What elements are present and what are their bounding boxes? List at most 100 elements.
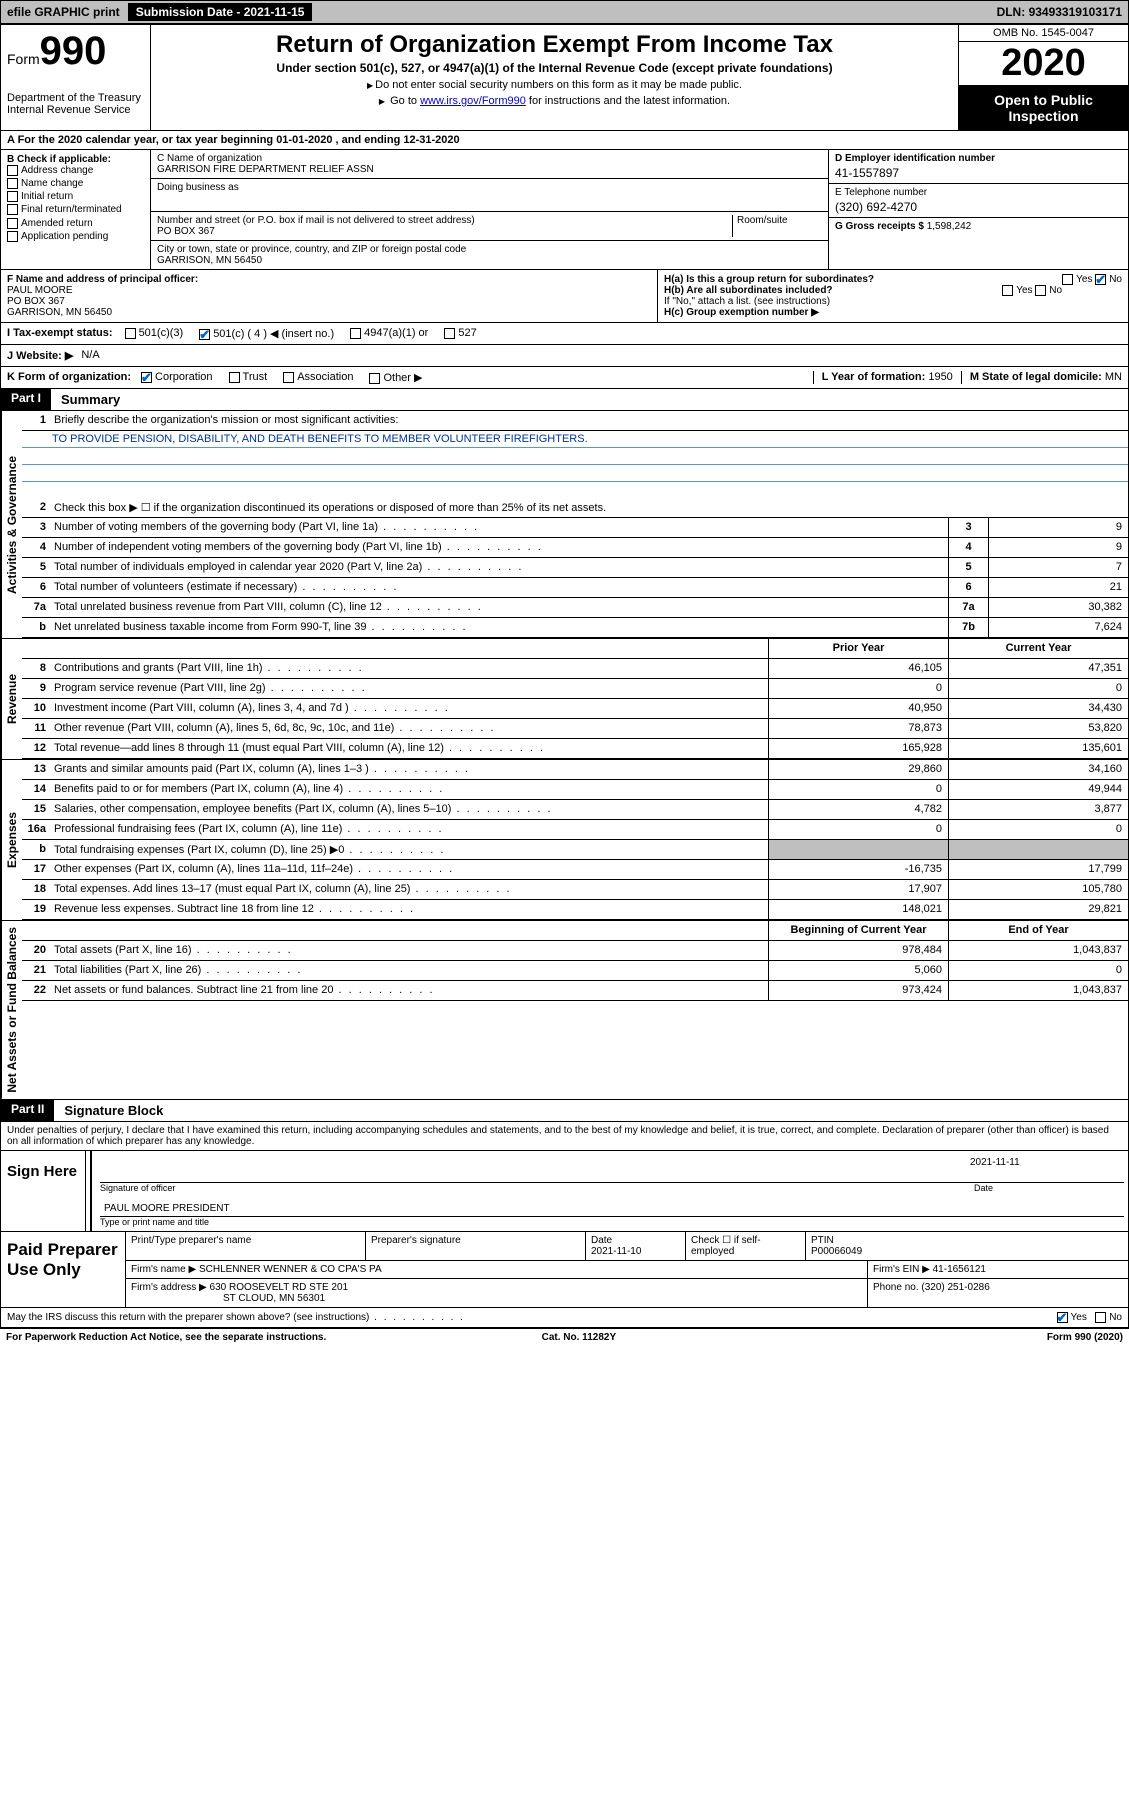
sign-here-label: Sign Here <box>1 1151 86 1231</box>
submission-date: Submission Date - 2021-11-15 <box>128 3 313 21</box>
form-id: Form 990 (2020) <box>1047 1332 1123 1343</box>
cat-no: Cat. No. 11282Y <box>542 1332 616 1343</box>
summary-governance: Activities & Governance 1Briefly describ… <box>1 411 1128 638</box>
street-label: Number and street (or P.O. box if mail i… <box>157 215 475 226</box>
summary-line: 6Total number of volunteers (estimate if… <box>22 578 1128 598</box>
summary-line: bNet unrelated business taxable income f… <box>22 618 1128 638</box>
form-number: 990 <box>40 29 107 73</box>
row-j-website: J Website: ▶N/A <box>1 345 1128 367</box>
firm-ein: 41-1656121 <box>933 1264 986 1275</box>
summary-line: 21Total liabilities (Part X, line 26)5,0… <box>22 961 1128 981</box>
summary-line: 3Number of voting members of the governi… <box>22 518 1128 538</box>
preparer-name-hdr: Print/Type preparer's name <box>126 1232 366 1260</box>
summary-line: 10Investment income (Part VIII, column (… <box>22 699 1128 719</box>
preparer-date: 2021-11-10 <box>591 1246 641 1257</box>
vtab-governance: Activities & Governance <box>1 411 22 638</box>
summary-line: 12Total revenue—add lines 8 through 11 (… <box>22 739 1128 759</box>
city: GARRISON, MN 56450 <box>157 255 262 266</box>
street: PO BOX 367 <box>157 226 215 237</box>
org-name-label: C Name of organization <box>157 153 262 164</box>
vtab-net-assets: Net Assets or Fund Balances <box>1 921 22 1099</box>
city-label: City or town, state or province, country… <box>157 244 466 255</box>
header-title: Return of Organization Exempt From Incom… <box>151 25 958 130</box>
gross-label: G Gross receipts $ <box>835 221 927 232</box>
officer-name: PAUL MOORE PRESIDENT <box>104 1203 230 1214</box>
gross-receipts: 1,598,242 <box>927 221 972 232</box>
mission-text: TO PROVIDE PENSION, DISABILITY, AND DEAT… <box>22 431 1128 448</box>
summary-line: 4Number of independent voting members of… <box>22 538 1128 558</box>
summary-line: 19Revenue less expenses. Subtract line 1… <box>22 900 1128 920</box>
summary-line: 15Salaries, other compensation, employee… <box>22 800 1128 820</box>
row-k-form-org: K Form of organization: Corporation Trus… <box>1 367 1128 389</box>
open-to-public: Open to Public Inspection <box>959 86 1128 130</box>
summary-line: 13Grants and similar amounts paid (Part … <box>22 760 1128 780</box>
col-b-checkboxes: B Check if applicable: Address change Na… <box>1 150 151 269</box>
omb-number: OMB No. 1545-0047 <box>959 25 1128 42</box>
part-i-header: Part I Summary <box>1 389 1128 411</box>
summary-line: 9Program service revenue (Part VIII, lin… <box>22 679 1128 699</box>
form-subtitle: Under section 501(c), 527, or 4947(a)(1)… <box>157 61 952 75</box>
summary-line: 20Total assets (Part X, line 16)978,4841… <box>22 941 1128 961</box>
perjury-text: Under penalties of perjury, I declare th… <box>1 1122 1128 1151</box>
telephone: (320) 692-4270 <box>835 200 1122 214</box>
url-note: Go to www.irs.gov/Form990 for instructio… <box>157 95 952 107</box>
pen-icon <box>86 1151 92 1231</box>
summary-line: 16aProfessional fundraising fees (Part I… <box>22 820 1128 840</box>
row-i-tax-status: I Tax-exempt status: 501(c)(3) 501(c) ( … <box>1 323 1128 345</box>
col-c-name-addr: C Name of organization GARRISON FIRE DEP… <box>151 150 828 269</box>
header-right: OMB No. 1545-0047 2020 Open to Public In… <box>958 25 1128 130</box>
ssn-note: Do not enter social security numbers on … <box>157 79 952 91</box>
dba-label: Doing business as <box>157 182 239 193</box>
firm-addr: 630 ROOSEVELT RD STE 201 <box>210 1282 349 1293</box>
summary-line: 14Benefits paid to or for members (Part … <box>22 780 1128 800</box>
form-label: Form <box>7 51 40 67</box>
paid-preparer-block: Paid Preparer Use Only Print/Type prepar… <box>1 1232 1128 1308</box>
top-bar: efile GRAPHIC print Submission Date - 20… <box>0 0 1129 24</box>
dept-treasury: Department of the Treasury Internal Reve… <box>7 92 144 116</box>
tax-year: 2020 <box>959 42 1128 86</box>
ein-label: D Employer identification number <box>835 153 995 164</box>
part-ii-header: Part II Signature Block <box>1 1100 1128 1122</box>
row-f-h: F Name and address of principal officer:… <box>1 270 1128 323</box>
vtab-revenue: Revenue <box>1 639 22 759</box>
paid-preparer-label: Paid Preparer Use Only <box>1 1232 126 1307</box>
summary-line: 5Total number of individuals employed in… <box>22 558 1128 578</box>
vtab-expenses: Expenses <box>1 760 22 920</box>
form990-link[interactable]: www.irs.gov/Form990 <box>420 95 526 107</box>
form-title: Return of Organization Exempt From Incom… <box>157 31 952 59</box>
header-left: Form990 Department of the Treasury Inter… <box>1 25 151 130</box>
row-a-tax-year: A For the 2020 calendar year, or tax yea… <box>1 131 1128 150</box>
form-990: Form990 Department of the Treasury Inter… <box>0 24 1129 1329</box>
ein: 41-1557897 <box>835 166 1122 180</box>
dln: DLN: 93493319103171 <box>997 5 1122 19</box>
self-employed-check: Check ☐ if self-employed <box>686 1232 806 1260</box>
summary-line: 22Net assets or fund balances. Subtract … <box>22 981 1128 1001</box>
tel-label: E Telephone number <box>835 187 927 198</box>
room-suite: Room/suite <box>732 215 822 237</box>
ptin: P00066049 <box>811 1246 862 1257</box>
summary-line: 11Other revenue (Part VIII, column (A), … <box>22 719 1128 739</box>
summary-line: 18Total expenses. Add lines 13–17 (must … <box>22 880 1128 900</box>
entity-block: B Check if applicable: Address change Na… <box>1 150 1128 270</box>
preparer-sig-hdr: Preparer's signature <box>366 1232 586 1260</box>
efile-label[interactable]: efile GRAPHIC print <box>7 5 120 19</box>
principal-officer: F Name and address of principal officer:… <box>1 270 658 322</box>
summary-expenses: Expenses 13Grants and similar amounts pa… <box>1 759 1128 920</box>
summary-line: 8Contributions and grants (Part VIII, li… <box>22 659 1128 679</box>
sign-date: 2021-11-11 <box>970 1157 1120 1168</box>
firm-name: SCHLENNER WENNER & CO CPA'S PA <box>199 1264 382 1275</box>
org-name: GARRISON FIRE DEPARTMENT RELIEF ASSN <box>157 164 374 175</box>
col-d-ein-tel: D Employer identification number 41-1557… <box>828 150 1128 269</box>
firm-phone: (320) 251-0286 <box>921 1282 989 1293</box>
paperwork-notice: For Paperwork Reduction Act Notice, see … <box>6 1332 326 1343</box>
summary-line: bTotal fundraising expenses (Part IX, co… <box>22 840 1128 860</box>
summary-line: 17Other expenses (Part IX, column (A), l… <box>22 860 1128 880</box>
discuss-row: May the IRS discuss this return with the… <box>1 1308 1128 1328</box>
form-header: Form990 Department of the Treasury Inter… <box>1 25 1128 131</box>
summary-line: 7aTotal unrelated business revenue from … <box>22 598 1128 618</box>
summary-revenue: Revenue Prior Year Current Year 8Contrib… <box>1 638 1128 759</box>
summary-net-assets: Net Assets or Fund Balances Beginning of… <box>1 920 1128 1100</box>
sign-here-block: Sign Here 2021-11-11 Signature of office… <box>1 1151 1128 1232</box>
page-footer: For Paperwork Reduction Act Notice, see … <box>0 1329 1129 1346</box>
group-return: H(a) Is this a group return for subordin… <box>658 270 1128 322</box>
